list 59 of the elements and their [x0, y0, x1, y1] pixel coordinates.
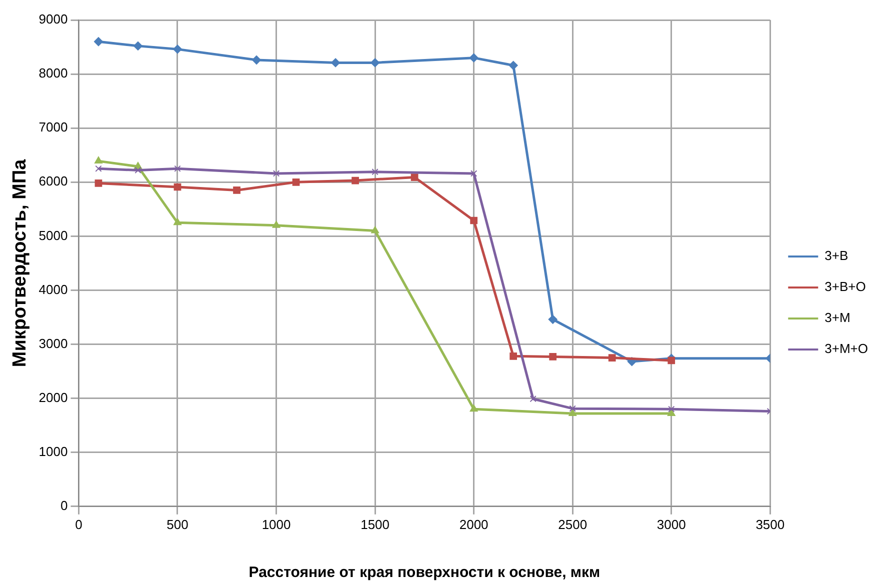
point [94, 156, 102, 164]
y-tick-label: 3000 [38, 336, 68, 351]
x-tick-label: 2000 [459, 516, 488, 532]
point [252, 55, 262, 64]
point [272, 220, 280, 228]
point [470, 216, 478, 224]
point [233, 186, 240, 194]
y-tick-label: 0 [60, 498, 68, 513]
point [174, 165, 181, 172]
point [549, 353, 557, 360]
point [510, 352, 518, 360]
legend-label: 3+М+О [824, 341, 868, 356]
point [372, 168, 378, 176]
point [174, 218, 182, 226]
x-tick-label: 1500 [360, 516, 390, 532]
point [95, 165, 102, 172]
y-tick-label: 7000 [38, 120, 68, 135]
point [371, 226, 380, 234]
y-tick-label: 8000 [38, 66, 68, 81]
point [470, 404, 478, 412]
x-tick-label: 0 [75, 516, 82, 532]
point [548, 314, 558, 324]
x-tick-label: 500 [166, 516, 188, 532]
point [292, 178, 300, 186]
point [568, 408, 577, 416]
point [608, 354, 616, 362]
y-axis-title: Микротвердость, МПа [10, 158, 31, 368]
point [530, 396, 536, 402]
point [174, 183, 182, 191]
x-axis-title: Расстояние от края поверхности к основе, мкм [248, 564, 600, 582]
point [272, 170, 280, 177]
point [133, 41, 142, 50]
point [470, 170, 478, 177]
x-tick-label: 3500 [756, 516, 785, 532]
y-tick-label: 2000 [38, 390, 68, 405]
point [94, 180, 102, 187]
y-tick-label: 1000 [38, 444, 68, 459]
x-tick-label: 3000 [656, 516, 686, 532]
point [569, 405, 576, 412]
point [134, 166, 142, 174]
x-tick-label: 2500 [558, 516, 588, 532]
point [172, 44, 182, 54]
legend-label: 3+М [824, 310, 850, 326]
point [370, 58, 380, 68]
y-tick-label: 4000 [38, 282, 68, 297]
point [94, 37, 103, 46]
y-tick-label: 6000 [38, 174, 68, 189]
point [134, 162, 142, 169]
point [668, 406, 675, 412]
legend-label: 3+В+О [824, 279, 866, 294]
point [469, 53, 478, 62]
point [668, 356, 676, 364]
point [410, 174, 418, 181]
point [352, 176, 359, 184]
legend-label: 3+В [824, 248, 848, 264]
x-tick-label: 1000 [262, 516, 291, 532]
y-tick-label: 5000 [38, 228, 68, 243]
y-tick-label: 9000 [38, 12, 68, 27]
point [508, 60, 518, 70]
